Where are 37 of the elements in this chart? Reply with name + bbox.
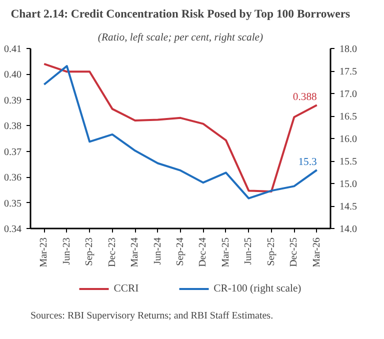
y2-tick-label: 15.5 bbox=[340, 156, 357, 168]
x-tick-label: Mar-24 bbox=[130, 237, 141, 268]
y2-tick-label: 18.0 bbox=[340, 44, 357, 55]
y2-tick-label: 15.0 bbox=[340, 179, 357, 190]
y-tick-label: 0.40 bbox=[4, 70, 22, 81]
legend-label: CCRI bbox=[114, 283, 139, 294]
x-tick-label: Mar-25 bbox=[220, 237, 232, 268]
source-note: Sources: RBI Supervisory Returns; and RBI Staff Estimates. bbox=[30, 310, 274, 322]
x-tick-label: Sep-25 bbox=[266, 237, 277, 266]
y-tick-label: 0.41 bbox=[4, 44, 22, 55]
x-tick-label: Mar-23 bbox=[38, 237, 50, 268]
y2-tick-label: 17.5 bbox=[340, 66, 357, 78]
y2-tick-label: 14.5 bbox=[340, 202, 357, 212]
x-tick-label: Jun-24 bbox=[152, 237, 164, 265]
x-tick-label: Dec-23 bbox=[106, 237, 118, 267]
x-tick-label: Jun-25 bbox=[243, 237, 254, 265]
y-tick-label: 0.36 bbox=[4, 172, 22, 184]
y-tick-label: 0.35 bbox=[4, 198, 22, 210]
y2-tick-label: 16.0 bbox=[340, 134, 357, 145]
y-tick-label: 0.38 bbox=[4, 121, 22, 132]
x-tick-label: Sep-23 bbox=[84, 237, 96, 266]
data-label: 0.388 bbox=[292, 92, 317, 104]
y2-tick-label: 16.5 bbox=[340, 112, 357, 122]
x-tick-label: Jun-23 bbox=[61, 237, 72, 265]
x-tick-label: Dec-24 bbox=[198, 237, 209, 267]
y-tick-label: 0.39 bbox=[4, 95, 22, 106]
chart-subtitle: (Ratio, left scale; per cent, right scale) bbox=[98, 32, 264, 44]
legend-label: CR-100 (right scale) bbox=[214, 283, 302, 294]
data-label: 15.3 bbox=[298, 157, 317, 168]
y-tick-label: 0.37 bbox=[4, 146, 22, 158]
x-tick-label: Mar-26 bbox=[311, 237, 322, 268]
chart-title: Chart 2.14: Credit Concentration Risk Posed by Top 100 Borrowers bbox=[10, 8, 351, 20]
x-tick-label: Sep-24 bbox=[175, 237, 186, 266]
x-tick-label: Dec-25 bbox=[288, 237, 300, 267]
y2-tick-label: 17.0 bbox=[340, 89, 357, 100]
y2-tick-label: 14.0 bbox=[340, 224, 357, 235]
y-tick-label: 0.34 bbox=[4, 224, 22, 235]
